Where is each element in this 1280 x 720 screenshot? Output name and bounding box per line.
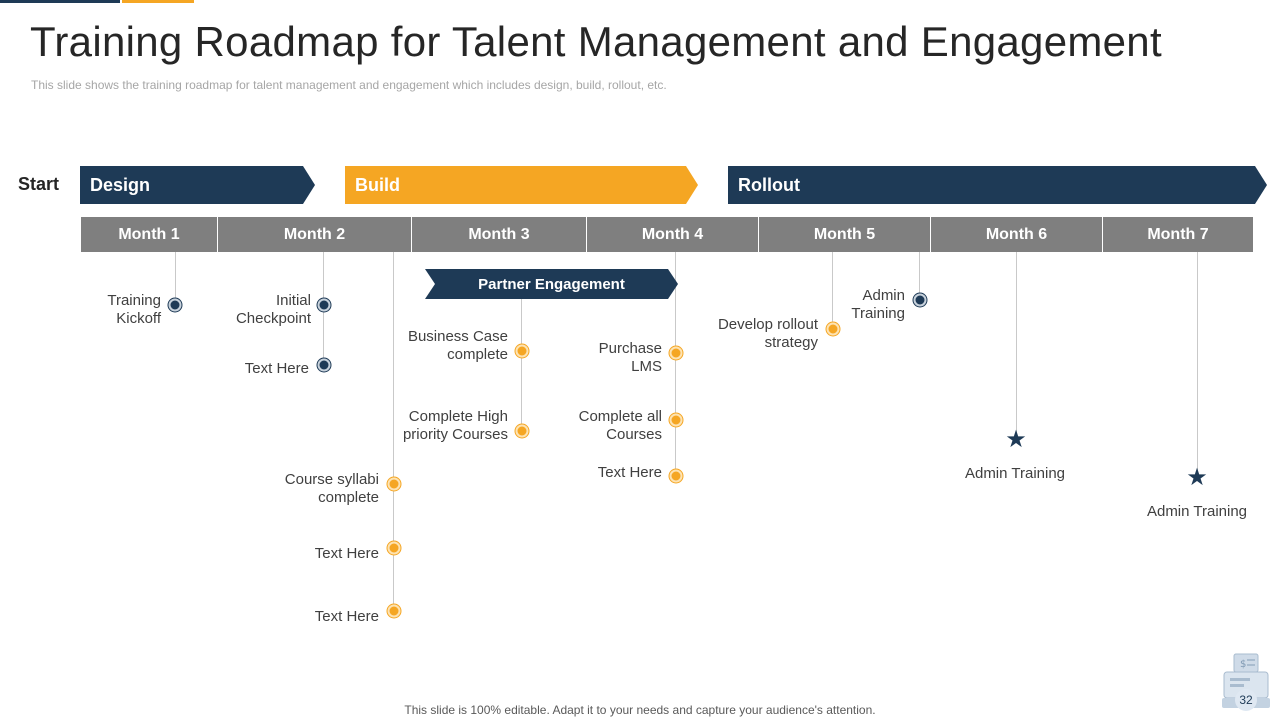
milestone-text-here: Text Here <box>244 360 309 377</box>
milestone-dot <box>387 541 401 555</box>
partner-engagement-banner: Partner Engagement <box>425 269 678 299</box>
phase-design: Design <box>80 166 315 204</box>
connector-line <box>919 252 920 300</box>
milestone-business-case: Business Case complete <box>407 328 508 363</box>
milestone-dot <box>317 358 331 372</box>
month-3: Month 3 <box>412 217 587 252</box>
milestone-dot <box>669 346 683 360</box>
milestone-dot <box>669 469 683 483</box>
top-accent-orange <box>122 0 194 3</box>
connector-line <box>1016 252 1017 440</box>
month-header-row: Month 1 Month 2 Month 3 Month 4 Month 5 … <box>81 217 1253 252</box>
top-accent-dark <box>0 0 120 3</box>
month-6: Month 6 <box>931 217 1103 252</box>
connector-line <box>832 252 833 329</box>
month-7: Month 7 <box>1103 217 1253 252</box>
milestone-admin-training-m7: Admin Training <box>1146 503 1248 520</box>
milestone-complete-high-priority: Complete High priority Courses <box>402 408 508 443</box>
month-4: Month 4 <box>587 217 759 252</box>
milestone-text-here: Text Here <box>314 545 379 562</box>
page-title: Training Roadmap for Talent Management a… <box>30 18 1162 65</box>
milestone-text-here: Text Here <box>314 608 379 625</box>
milestone-initial-checkpoint: Initial Checkpoint <box>235 292 311 327</box>
milestone-course-syllabi: Course syllabi complete <box>284 471 379 506</box>
milestone-dot <box>317 298 331 312</box>
connector-line <box>521 299 522 431</box>
footer-note: This slide is 100% editable. Adapt it to… <box>404 703 876 717</box>
milestone-dot <box>515 424 529 438</box>
milestone-purchase-lms: Purchase LMS <box>598 340 662 375</box>
milestone-dot <box>387 477 401 491</box>
month-1: Month 1 <box>81 217 218 252</box>
milestone-dot <box>669 413 683 427</box>
phase-build: Build <box>345 166 698 204</box>
milestone-complete-all-courses: Complete all Courses <box>578 408 662 443</box>
milestone-text-here: Text Here <box>597 464 662 481</box>
connector-line <box>175 252 176 305</box>
start-label: Start <box>18 174 60 194</box>
phase-rollout: Rollout <box>728 166 1267 204</box>
star-icon: ★ <box>1186 464 1208 491</box>
register-icon: $ <box>1222 653 1270 708</box>
milestone-dot <box>387 604 401 618</box>
connector-line <box>675 252 676 477</box>
page-subtitle: This slide shows the training roadmap fo… <box>31 78 667 92</box>
milestone-admin-training: Admin Training <box>851 287 905 322</box>
page-number: 32 <box>1235 689 1257 711</box>
milestone-dot <box>515 344 529 358</box>
month-2: Month 2 <box>218 217 412 252</box>
milestone-develop-rollout: Develop rollout strategy <box>717 316 818 351</box>
milestone-training-kickoff: Training Kickoff <box>107 292 161 327</box>
milestone-dot <box>913 293 927 307</box>
star-icon: ★ <box>1005 426 1027 453</box>
connector-line <box>1197 252 1198 478</box>
milestone-admin-training-m6: Admin Training <box>964 465 1066 482</box>
milestone-dot <box>826 322 840 336</box>
milestone-dot <box>168 298 182 312</box>
month-5: Month 5 <box>759 217 931 252</box>
connector-line <box>393 252 394 612</box>
svg-text:$: $ <box>1240 659 1246 670</box>
